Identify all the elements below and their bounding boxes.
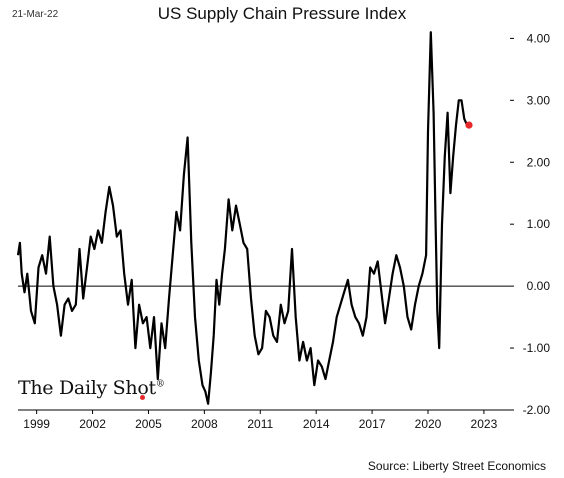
x-tick-label: 2020 — [415, 417, 442, 431]
daily-shot-logo: The Daily Shot® — [18, 377, 165, 399]
x-tick-label: 2008 — [191, 417, 218, 431]
x-axis: 1999 2002 2005 2008 2011 2014 2017 2020 2023 — [18, 409, 510, 431]
logo-registered-mark: ® — [155, 379, 165, 390]
x-tick-label: 2023 — [471, 417, 498, 431]
y-tick-label: 2.00 — [527, 155, 551, 169]
x-tick-label: 2005 — [135, 417, 162, 431]
date-stamp: 21-Mar-22 — [12, 9, 59, 20]
x-tick-label: 2002 — [79, 417, 106, 431]
x-tick-label: 1999 — [23, 417, 50, 431]
y-tick-label: -2.00 — [523, 403, 551, 417]
chart-title: US Supply Chain Pressure Index — [157, 4, 407, 23]
y-tick-label: 4.00 — [527, 31, 551, 45]
y-tick-label: -1.00 — [523, 341, 551, 355]
last-value-marker — [465, 121, 473, 129]
y-axis: 4.00 3.00 2.00 1.00 0.00 -1.00 -2.00 — [510, 31, 550, 417]
series-line — [16, 31, 469, 405]
y-tick-label: 0.00 — [527, 279, 551, 293]
logo-dot-icon — [140, 395, 145, 400]
source-note: Source: Liberty Street Economics — [367, 459, 546, 473]
x-tick-label: 2014 — [303, 417, 330, 431]
y-tick-label: 1.00 — [527, 217, 551, 231]
x-tick-label: 2011 — [247, 417, 273, 431]
y-tick-label: 3.00 — [527, 93, 551, 107]
x-tick-label: 2017 — [359, 417, 386, 431]
logo-text: The Daily Shot — [18, 377, 156, 399]
